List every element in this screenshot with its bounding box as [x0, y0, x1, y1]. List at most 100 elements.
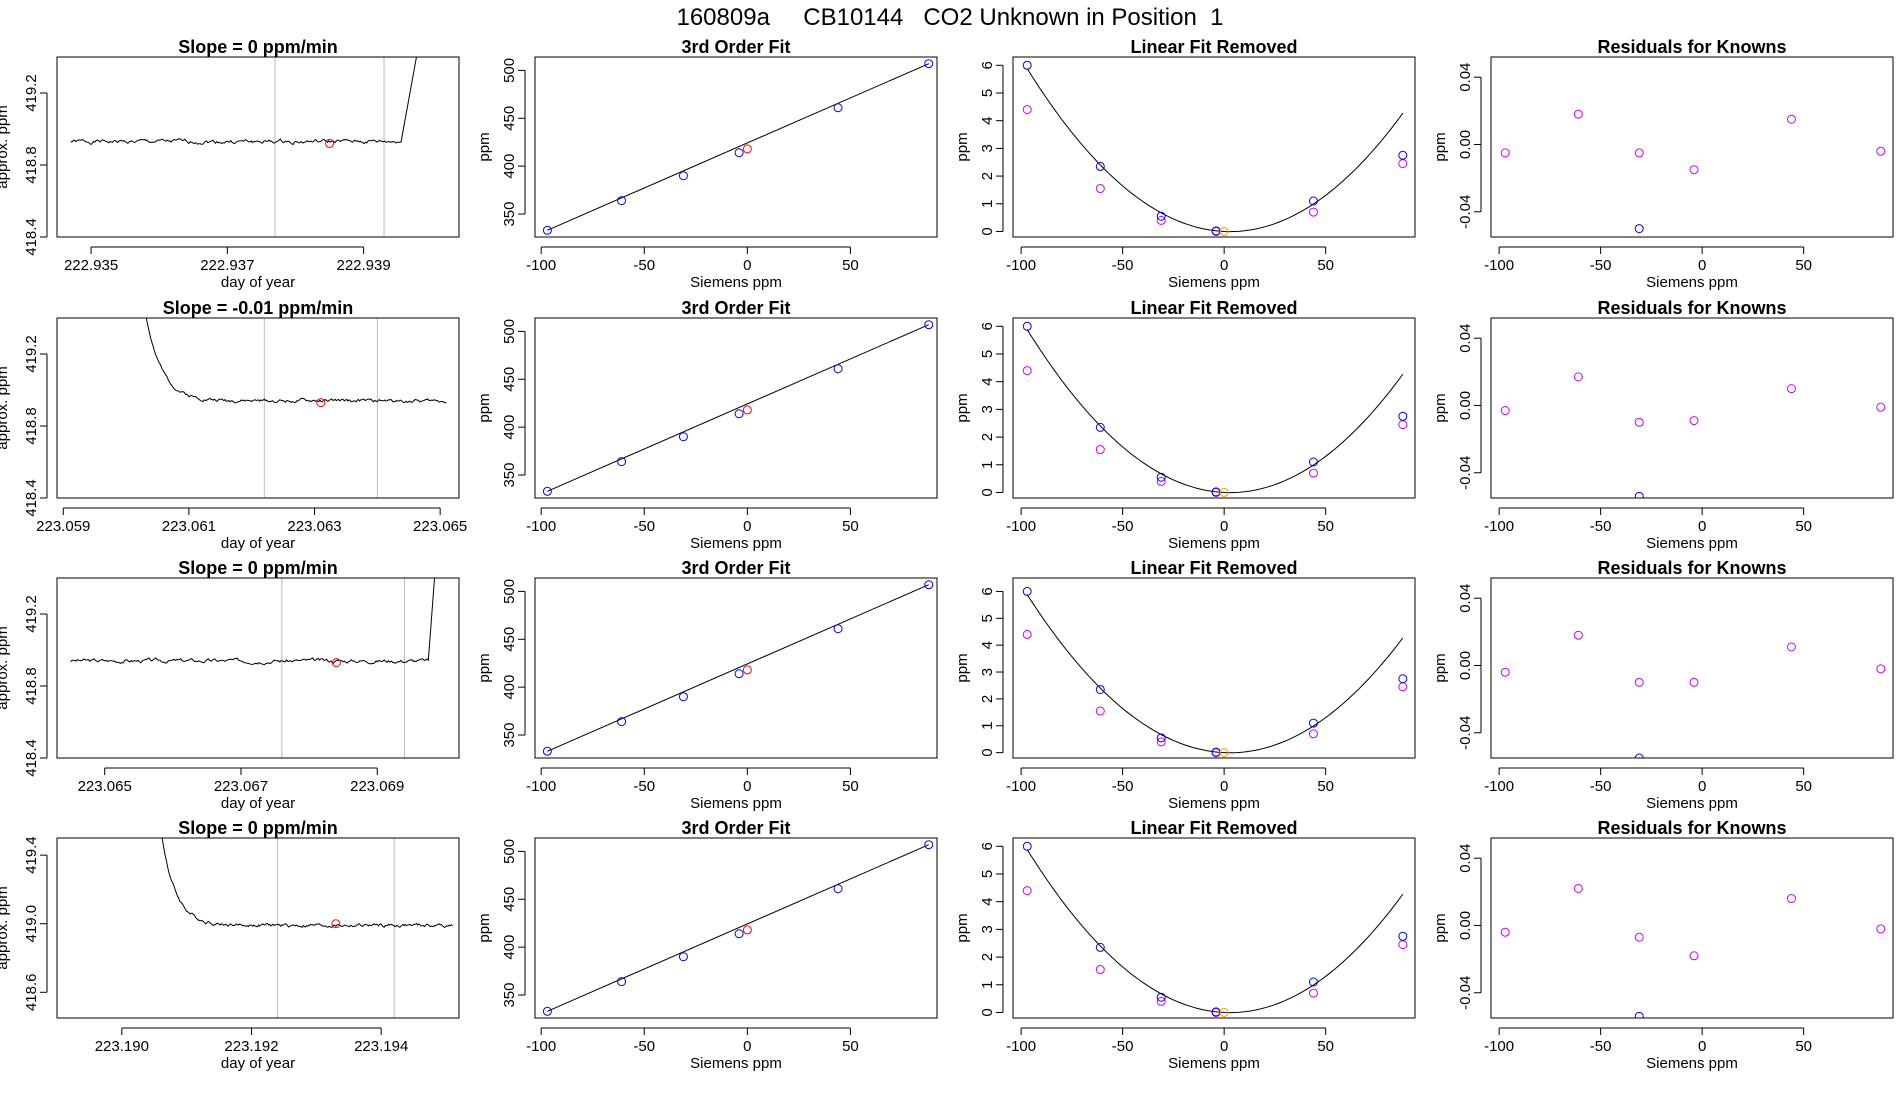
y-axis-label: ppm	[476, 132, 493, 161]
x-axis-label: Siemens ppm	[690, 535, 782, 552]
blue-point	[1634, 1011, 1644, 1018]
x-tick-label: -100	[526, 257, 556, 274]
red-point	[742, 665, 752, 675]
y-tick-label: 419.2	[23, 74, 40, 112]
x-tick-label: 223.059	[36, 518, 90, 535]
blue-point	[542, 746, 552, 756]
x-axis-label: Siemens ppm	[1646, 535, 1738, 552]
y-axis-label: approx. ppm	[0, 626, 11, 709]
y-tick-label: 4	[979, 641, 996, 649]
y-tick-label: 0	[979, 488, 996, 496]
plot-frame	[1012, 56, 1416, 238]
chart-panel-8: Residuals for Knowns -100 -50 0 50 Siemens pp…	[1432, 298, 1894, 552]
y-tick-label: 400	[501, 415, 518, 440]
y-tick-label: 419.2	[23, 595, 40, 633]
blue-point	[833, 884, 843, 894]
y-tick-label: 450	[501, 627, 518, 652]
plot-area	[1022, 321, 1408, 497]
magenta-point	[1573, 372, 1583, 382]
magenta-point	[1398, 159, 1408, 169]
x-axis-label: day of year	[221, 274, 295, 291]
chart-title: Slope = 0 ppm/min	[178, 37, 338, 57]
blue-point	[833, 364, 843, 374]
x-tick-label: -50	[1590, 518, 1612, 535]
y-tick-label: 5	[979, 614, 996, 622]
y-tick-label: 2	[979, 433, 996, 441]
orange-point	[1219, 226, 1229, 236]
y-tick-label: 418.8	[23, 407, 40, 445]
plot-area	[542, 59, 934, 235]
plot-frame	[1490, 837, 1894, 1019]
magenta-point	[1876, 924, 1886, 934]
x-tick-label: -50	[633, 518, 655, 535]
magenta-point	[1095, 445, 1105, 455]
magenta-point	[1308, 468, 1318, 478]
magenta-point	[1022, 366, 1032, 376]
chart-title: Residuals for Knowns	[1597, 558, 1786, 578]
x-tick-label: -50	[1112, 778, 1134, 795]
y-tick-label: 1	[979, 461, 996, 469]
y-tick-label: 350	[501, 723, 518, 748]
y-tick-label: 5	[979, 350, 996, 358]
chart-title: Linear Fit Removed	[1130, 298, 1297, 318]
x-tick-label: 0	[743, 257, 751, 274]
plot-area	[1500, 372, 1886, 498]
plot-frame	[56, 837, 460, 1019]
y-tick-label: 419.4	[23, 836, 40, 874]
y-tick-label: 3	[979, 668, 996, 676]
y-tick-label: 2	[979, 172, 996, 180]
magenta-point	[1500, 406, 1510, 416]
blue-point	[678, 692, 688, 702]
magenta-point	[1156, 476, 1166, 486]
magenta-point	[1634, 417, 1644, 427]
y-tick-label: 350	[501, 202, 518, 227]
y-axis-label: ppm	[1432, 393, 1449, 422]
y-tick-label: -0.04	[1457, 976, 1474, 1010]
raw-data-trace	[145, 318, 447, 404]
plot-frame	[1490, 577, 1894, 759]
sample-marker	[325, 138, 335, 148]
y-tick-label: 419.2	[23, 335, 40, 373]
x-tick-label: 0	[1220, 518, 1228, 535]
y-tick-label: 5	[979, 870, 996, 878]
x-tick-label: -50	[1112, 1038, 1134, 1055]
blue-point	[734, 929, 744, 939]
y-tick-label: 350	[501, 983, 518, 1008]
blue-point	[1398, 674, 1408, 684]
y-tick-label: 0.00	[1457, 130, 1474, 159]
blue-point	[924, 840, 934, 850]
x-tick-label: -100	[1484, 778, 1514, 795]
blue-point	[617, 457, 627, 467]
magenta-point	[1308, 207, 1318, 217]
x-axis-label: Siemens ppm	[1168, 795, 1260, 812]
plot-frame	[534, 56, 938, 238]
blue-point	[617, 977, 627, 987]
sample-marker	[316, 398, 326, 408]
magenta-point	[1876, 402, 1886, 412]
blue-point	[1398, 931, 1408, 941]
chart-panel-14: 3rd Order Fit -100 -50 0 50 Siemens ppm 350 400…	[476, 818, 938, 1072]
blue-point	[678, 952, 688, 962]
blue-point	[678, 432, 688, 442]
x-axis-label: day of year	[221, 535, 295, 552]
y-tick-label: 3	[979, 144, 996, 152]
magenta-point	[1689, 677, 1699, 687]
x-tick-label: -100	[526, 1038, 556, 1055]
plot-frame	[1490, 317, 1894, 499]
y-tick-label: 418.6	[23, 974, 40, 1012]
x-tick-label: -100	[1484, 257, 1514, 274]
blue-point	[833, 624, 843, 634]
y-tick-label: 1	[979, 981, 996, 989]
chart-title: Residuals for Knowns	[1597, 37, 1786, 57]
fit-line	[547, 324, 929, 492]
x-tick-label: 0	[1698, 1038, 1706, 1055]
y-tick-label: 6	[979, 322, 996, 330]
x-tick-label: 223.063	[287, 518, 341, 535]
magenta-point	[1689, 416, 1699, 426]
x-tick-label: 223.065	[413, 518, 467, 535]
magenta-point	[1156, 737, 1166, 747]
y-tick-label: 0.00	[1457, 391, 1474, 420]
